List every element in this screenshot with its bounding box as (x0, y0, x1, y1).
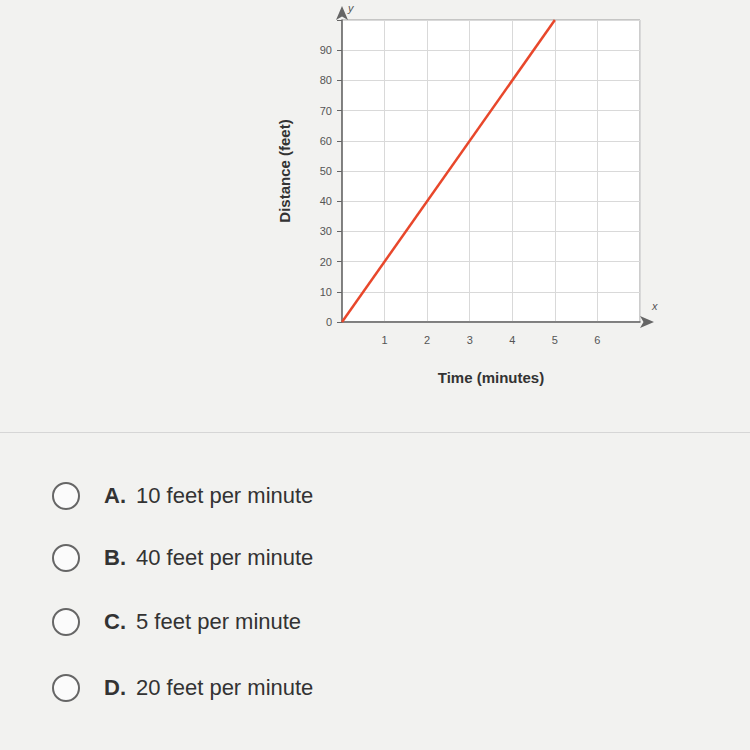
svg-text:90: 90 (320, 44, 332, 56)
html-text:40 feet per minute: 40 feet per minute (136, 545, 314, 570)
svg-text:60: 60 (320, 135, 332, 147)
html-text:20 feet per minute: 20 feet per minute (136, 675, 314, 700)
svg-text:0: 0 (326, 316, 332, 328)
svg-text:y: y (347, 2, 355, 14)
html-text:10 feet per minute: 10 feet per minute (136, 483, 314, 508)
svg-text:70: 70 (320, 105, 332, 117)
svg-text:80: 80 (320, 74, 332, 86)
html-text:B.: B. (104, 545, 126, 570)
svg-text:Distance (feet): Distance (feet) (276, 119, 293, 222)
svg-text:4: 4 (509, 334, 515, 346)
svg-text:10: 10 (320, 286, 332, 298)
html-text:A.: A. (104, 483, 126, 508)
svg-text:2: 2 (424, 334, 430, 346)
svg-text:3: 3 (467, 334, 473, 346)
html-text:D.: D. (104, 675, 126, 700)
svg-text:x: x (651, 300, 658, 312)
html-text:C.: C. (104, 609, 126, 634)
svg-text:30: 30 (320, 225, 332, 237)
svg-text:50: 50 (320, 165, 332, 177)
svg-text:1: 1 (382, 334, 388, 346)
svg-text:Time (minutes): Time (minutes) (438, 369, 544, 386)
svg-text:5: 5 (552, 334, 558, 346)
html-text:5 feet per minute: 5 feet per minute (136, 609, 302, 634)
svg-text:6: 6 (594, 334, 600, 346)
svg-text:20: 20 (320, 256, 332, 268)
svg-text:40: 40 (320, 195, 332, 207)
